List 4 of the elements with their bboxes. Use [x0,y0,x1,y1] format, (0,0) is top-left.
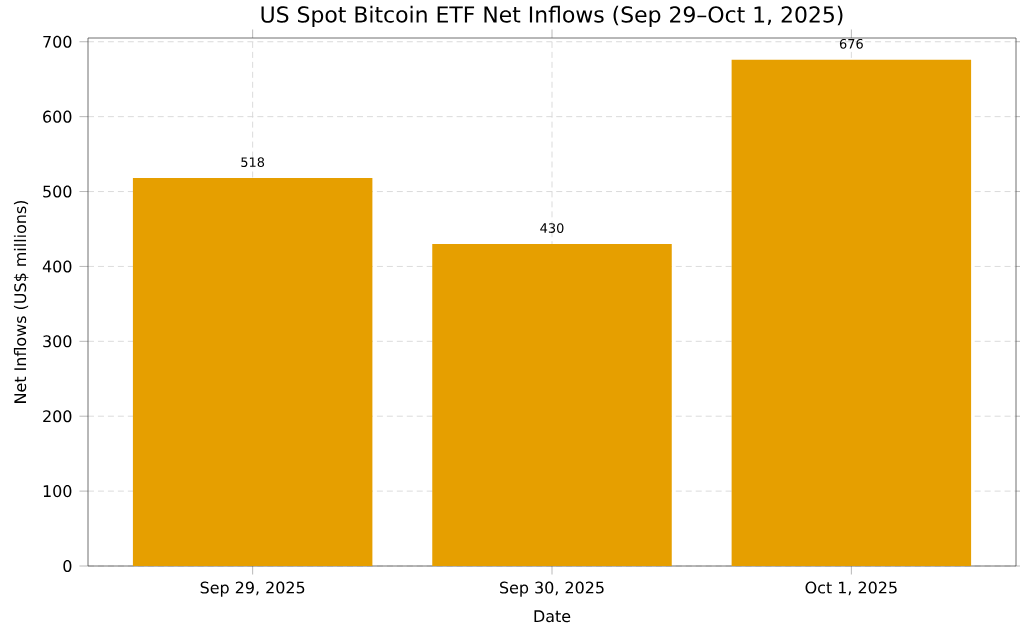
bar [132,178,373,566]
bar [432,243,672,566]
chart-title: US Spot Bitcoin ETF Net Inflows (Sep 29–Oct 1, 2025) [261,5,843,27]
bar [731,59,972,566]
